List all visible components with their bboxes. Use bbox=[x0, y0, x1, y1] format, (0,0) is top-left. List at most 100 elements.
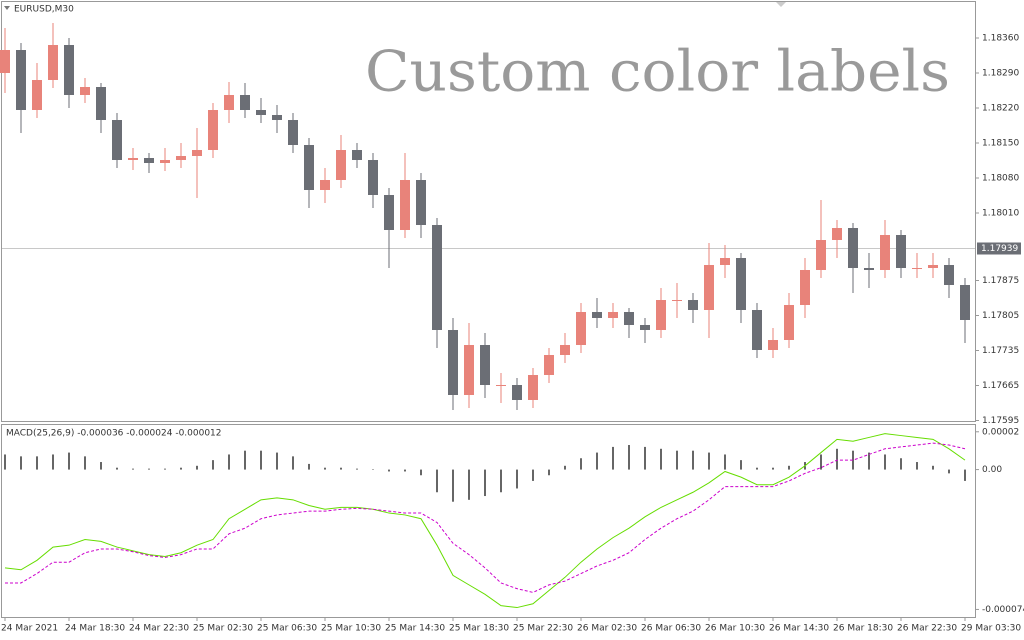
candle-body bbox=[640, 325, 650, 330]
candle-body bbox=[848, 228, 858, 268]
candle-body bbox=[256, 110, 266, 115]
candle-body bbox=[320, 180, 330, 190]
y-tick-label: 1.18150 bbox=[982, 139, 1019, 149]
candle-body bbox=[704, 265, 714, 310]
candle-body bbox=[368, 160, 378, 195]
y-tick-label: 1.17595 bbox=[982, 416, 1019, 426]
y-tick-label: 1.17665 bbox=[982, 381, 1019, 391]
candle-body bbox=[496, 385, 506, 386]
price-panel bbox=[1, 1, 976, 422]
y-tick-label: -0.000074 bbox=[982, 605, 1024, 615]
x-tick-label: 26 Mar 06:30 bbox=[641, 624, 701, 634]
macd-panel bbox=[1, 424, 976, 618]
candle-body bbox=[960, 285, 970, 320]
candle-body bbox=[512, 385, 522, 400]
candle-body bbox=[112, 120, 122, 160]
x-tick-label: 25 Mar 14:30 bbox=[385, 624, 445, 634]
candle-body bbox=[448, 330, 458, 395]
candle-body bbox=[592, 312, 602, 318]
y-tick-label: 0.00002 bbox=[982, 427, 1019, 437]
candle-body bbox=[480, 345, 490, 385]
candle-body bbox=[48, 45, 58, 80]
candle-body bbox=[832, 228, 842, 240]
x-tick-label: 26 Mar 14:30 bbox=[769, 624, 829, 634]
macd-label: MACD(25,26,9) -0.000036 -0.000024 -0.000… bbox=[6, 429, 222, 439]
candle-body bbox=[752, 310, 762, 350]
x-tick-label: 25 Mar 18:30 bbox=[449, 624, 509, 634]
x-tick-label: 29 Mar 03:30 bbox=[961, 624, 1021, 634]
candle-body bbox=[880, 235, 890, 270]
candle-body bbox=[384, 195, 394, 230]
shift-marker bbox=[776, 2, 786, 7]
candle-body bbox=[928, 265, 938, 268]
candle-body bbox=[864, 268, 874, 270]
candle-body bbox=[16, 50, 26, 110]
candle-body bbox=[720, 258, 730, 265]
y-tick-label: 1.18290 bbox=[982, 69, 1019, 79]
candle-body bbox=[352, 150, 362, 160]
candle-body bbox=[128, 158, 138, 160]
candle-body bbox=[544, 355, 554, 375]
x-tick-label: 24 Mar 18:30 bbox=[65, 624, 125, 634]
candle-body bbox=[96, 87, 106, 120]
candle-body bbox=[896, 235, 906, 268]
candle-body bbox=[176, 156, 186, 160]
y-tick-label: 1.18010 bbox=[982, 209, 1019, 219]
candle-body bbox=[32, 80, 42, 110]
candle-body bbox=[608, 312, 618, 318]
current-price-box bbox=[977, 242, 1021, 255]
candle-body bbox=[912, 268, 922, 269]
candle-body bbox=[240, 95, 250, 110]
candle-body bbox=[208, 110, 218, 150]
x-tick-label: 25 Mar 02:30 bbox=[193, 624, 253, 634]
candle-body bbox=[656, 300, 666, 330]
candle-body bbox=[160, 160, 170, 163]
y-tick-label: 1.17875 bbox=[982, 276, 1019, 286]
candle-body bbox=[0, 50, 10, 73]
x-tick-label: 25 Mar 22:30 bbox=[513, 624, 573, 634]
candle-body bbox=[432, 225, 442, 330]
symbol-label: EURUSD,M30 bbox=[14, 5, 74, 15]
candle-body bbox=[64, 45, 74, 95]
x-tick-label: 24 Mar 2021 bbox=[1, 624, 58, 634]
signal-line bbox=[5, 442, 966, 593]
x-tick-label: 26 Mar 18:30 bbox=[833, 624, 893, 634]
candle-body bbox=[944, 265, 954, 285]
x-tick-label: 24 Mar 22:30 bbox=[129, 624, 189, 634]
candle-body bbox=[304, 145, 314, 190]
candle-body bbox=[672, 300, 682, 301]
y-tick-label: 1.17805 bbox=[982, 311, 1019, 321]
macd-line bbox=[4, 433, 966, 609]
candle-body bbox=[560, 345, 570, 355]
candle-body bbox=[336, 150, 346, 180]
candle-body bbox=[272, 115, 282, 120]
candle-body bbox=[800, 270, 810, 305]
x-tick-label: 26 Mar 02:30 bbox=[577, 624, 637, 634]
chart-title: Custom color labels bbox=[365, 40, 950, 105]
x-tick-label: 25 Mar 06:30 bbox=[257, 624, 317, 634]
candle-body bbox=[816, 240, 826, 270]
y-tick-label: 1.18080 bbox=[982, 174, 1019, 184]
y-tick-label: 1.18220 bbox=[982, 104, 1019, 114]
y-tick-label: 1.17735 bbox=[982, 346, 1019, 356]
candle-body bbox=[784, 305, 794, 340]
candle-body bbox=[736, 258, 746, 310]
candle-body bbox=[464, 345, 474, 395]
candle-body bbox=[768, 340, 778, 350]
candle-body bbox=[144, 158, 154, 163]
y-tick-label: 0.00 bbox=[982, 465, 1002, 475]
candle-body bbox=[80, 87, 90, 95]
candle-body bbox=[624, 312, 634, 325]
candle-body bbox=[192, 150, 202, 156]
x-tick-label: 26 Mar 22:30 bbox=[897, 624, 957, 634]
candle-body bbox=[400, 180, 410, 230]
candle-body bbox=[576, 312, 586, 345]
x-tick-label: 26 Mar 10:30 bbox=[705, 624, 765, 634]
x-tick-label: 25 Mar 10:30 bbox=[321, 624, 381, 634]
symbol-arrow bbox=[4, 6, 10, 10]
candle-body bbox=[688, 300, 698, 310]
candle-body bbox=[528, 375, 538, 400]
y-tick-label: 1.18360 bbox=[982, 34, 1019, 44]
